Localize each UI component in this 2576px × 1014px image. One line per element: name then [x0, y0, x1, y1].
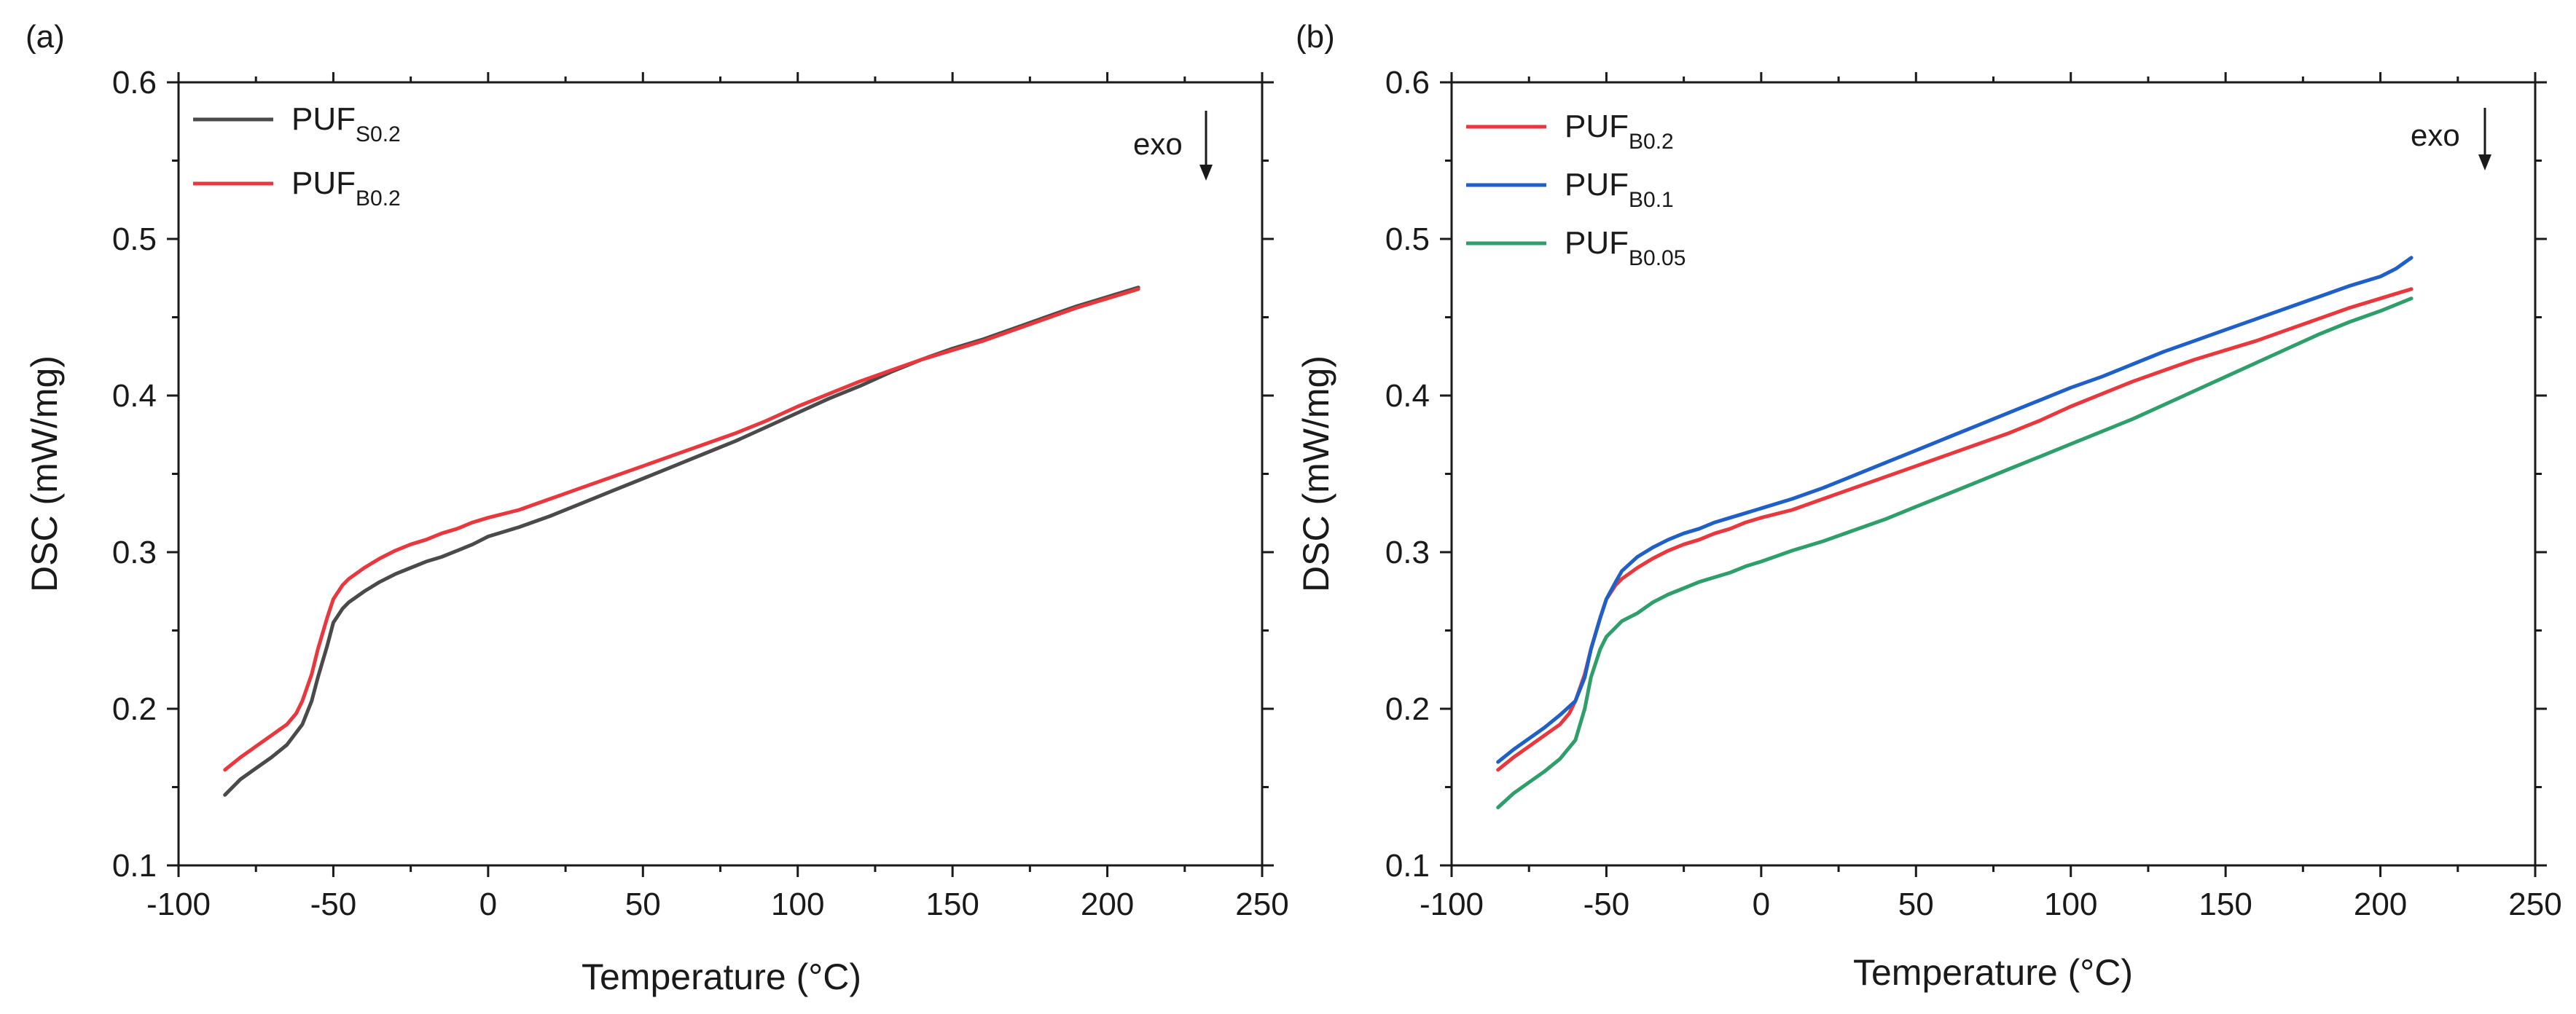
x-tick-label: 150	[925, 887, 979, 922]
y-tick-label: 0.1	[112, 848, 157, 884]
y-tick-label: 0.4	[1385, 378, 1430, 414]
y-tick-label: 0.3	[1385, 535, 1430, 570]
x-tick-label: -50	[1583, 887, 1630, 922]
exo-arrow-head-icon	[2478, 154, 2491, 170]
series-line-b02	[1496, 287, 2413, 772]
legend-label: PUFB0.1	[1565, 167, 1674, 212]
x-tick-label: 200	[1081, 887, 1134, 922]
legend-label: PUFB0.2	[1565, 109, 1674, 154]
x-tick-label: 100	[2044, 887, 2097, 922]
y-tick-label: 0.1	[1385, 848, 1430, 884]
y-tick-label: 0.2	[112, 691, 157, 727]
x-tick-label: -100	[1420, 887, 1484, 922]
legend-label: PUFB0.05	[1565, 225, 1686, 270]
x-axis-title: Temperature (°C)	[1853, 952, 2133, 993]
exo-annotation: exo	[1133, 127, 1183, 161]
legend-label: PUFB0.2	[291, 165, 401, 211]
exo-arrow-head-icon	[1199, 165, 1213, 181]
legend-label: PUFS0.2	[291, 101, 401, 146]
y-tick-label: 0.5	[112, 221, 157, 257]
y-tick-label: 0.3	[112, 535, 157, 570]
chart-panel-a: (a) -100 -50 0 50 100 150 200 250 0.1 0.2 0.3 0.4 0.5…	[24, 19, 1289, 997]
x-tick-label: 250	[2508, 887, 2561, 922]
y-axis-title: DSC (mW/mg)	[24, 355, 65, 592]
x-tick-label: 0	[1753, 887, 1770, 922]
y-tick-label: 0.2	[1385, 691, 1430, 727]
x-tick-label: -50	[310, 887, 357, 922]
series-line-b01	[1496, 256, 2413, 764]
chart-panel-b: (b) -100 -50 0 50 100 150 200 250 0.1 0.2 0.3 0.4 0.5…	[1296, 19, 2562, 993]
x-axis-title: Temperature (°C)	[582, 956, 861, 997]
x-tick-label: 50	[625, 887, 661, 922]
series-line-b005	[1496, 296, 2413, 809]
y-tick-label: 0.6	[112, 65, 157, 101]
x-tick-label: 150	[2199, 887, 2252, 922]
y-tick-label: 0.5	[1385, 221, 1430, 257]
panel-label: (a)	[26, 19, 65, 55]
series-line-s02	[223, 286, 1140, 797]
y-tick-label: 0.4	[112, 378, 157, 414]
exo-annotation: exo	[2411, 118, 2460, 152]
x-tick-label: 200	[2354, 887, 2407, 922]
x-tick-label: 0	[479, 887, 497, 922]
x-tick-label: 250	[1235, 887, 1288, 922]
y-axis-title: DSC (mW/mg)	[1296, 355, 1336, 592]
series-line-b02	[223, 287, 1140, 772]
x-tick-label: 100	[771, 887, 824, 922]
y-tick-label: 0.6	[1385, 65, 1430, 101]
x-tick-label: -100	[146, 887, 211, 922]
panel-label: (b)	[1296, 19, 1335, 55]
x-tick-label: 50	[1898, 887, 1934, 922]
